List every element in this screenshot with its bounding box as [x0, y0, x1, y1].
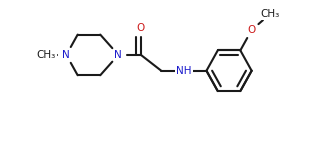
- Text: O: O: [247, 25, 256, 35]
- Text: N: N: [62, 50, 70, 60]
- Text: N: N: [114, 50, 122, 60]
- Text: CH₃: CH₃: [260, 9, 279, 19]
- Text: O: O: [137, 23, 145, 33]
- Text: NH: NH: [176, 66, 192, 76]
- Text: CH₃: CH₃: [36, 50, 56, 60]
